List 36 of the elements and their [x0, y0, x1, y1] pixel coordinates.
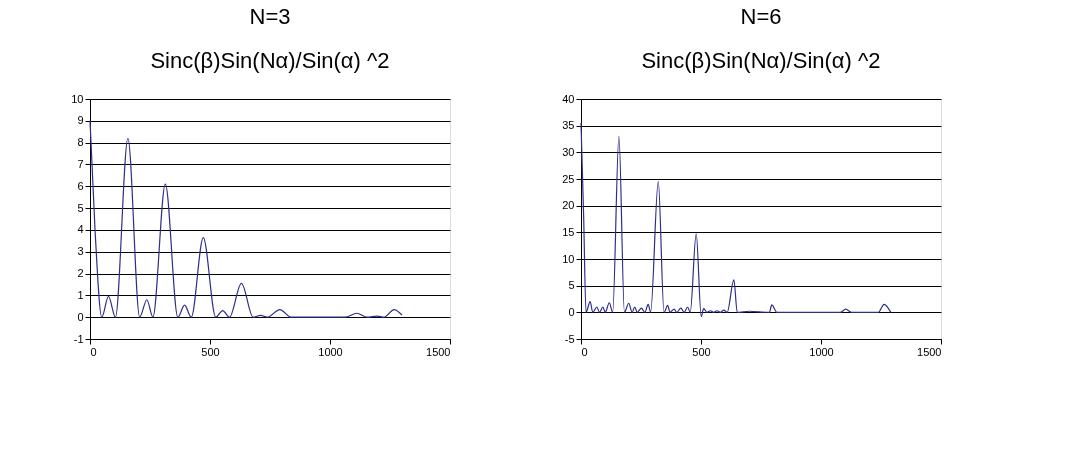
- y-tick-label: 9: [77, 114, 84, 127]
- y-tick-label: 35: [562, 119, 575, 132]
- chart-title: N=6: [740, 4, 782, 29]
- line-series: [89, 120, 403, 318]
- x-tick-label: 500: [201, 345, 220, 358]
- x-tick-label: 1500: [917, 345, 942, 358]
- y-tick-label: 0: [568, 305, 575, 318]
- y-tick-label: 25: [562, 172, 575, 185]
- y-tick-label: -1: [73, 332, 84, 345]
- y-tick-label: 1: [77, 288, 84, 301]
- y-tick-label: 40: [562, 92, 575, 105]
- y-tick-label: -5: [564, 332, 575, 345]
- y-tick-label: 5: [568, 279, 575, 292]
- chart-subtitle: Sinc(β)Sin(Nα)/Sin(α) ^2: [150, 48, 390, 73]
- y-tick-label: 8: [77, 136, 84, 149]
- y-tick-label: 3: [77, 245, 84, 258]
- chart-subtitle: Sinc(β)Sin(Nα)/Sin(α) ^2: [641, 48, 881, 73]
- y-tick-label: 7: [77, 157, 84, 170]
- x-tick-label: 1000: [809, 345, 834, 358]
- chart-title: N=3: [249, 4, 291, 29]
- y-tick-label: 20: [562, 199, 575, 212]
- x-tick-label: 1500: [426, 345, 451, 358]
- y-tick-label: 6: [77, 179, 84, 192]
- y-tick-label: 2: [77, 267, 84, 280]
- y-tick-label: 0: [77, 310, 84, 323]
- line-series: [580, 122, 892, 318]
- y-tick-label: 4: [77, 223, 84, 236]
- x-tick-label: 0: [581, 345, 588, 358]
- x-tick-label: 500: [692, 345, 711, 358]
- y-tick-label: 10: [71, 92, 84, 105]
- x-tick-label: 1000: [318, 345, 343, 358]
- x-tick-label: 0: [90, 345, 97, 358]
- y-tick-label: 5: [77, 201, 84, 214]
- y-tick-label: 30: [562, 145, 575, 158]
- y-tick-label: 10: [562, 252, 575, 265]
- y-tick-label: 15: [562, 225, 575, 238]
